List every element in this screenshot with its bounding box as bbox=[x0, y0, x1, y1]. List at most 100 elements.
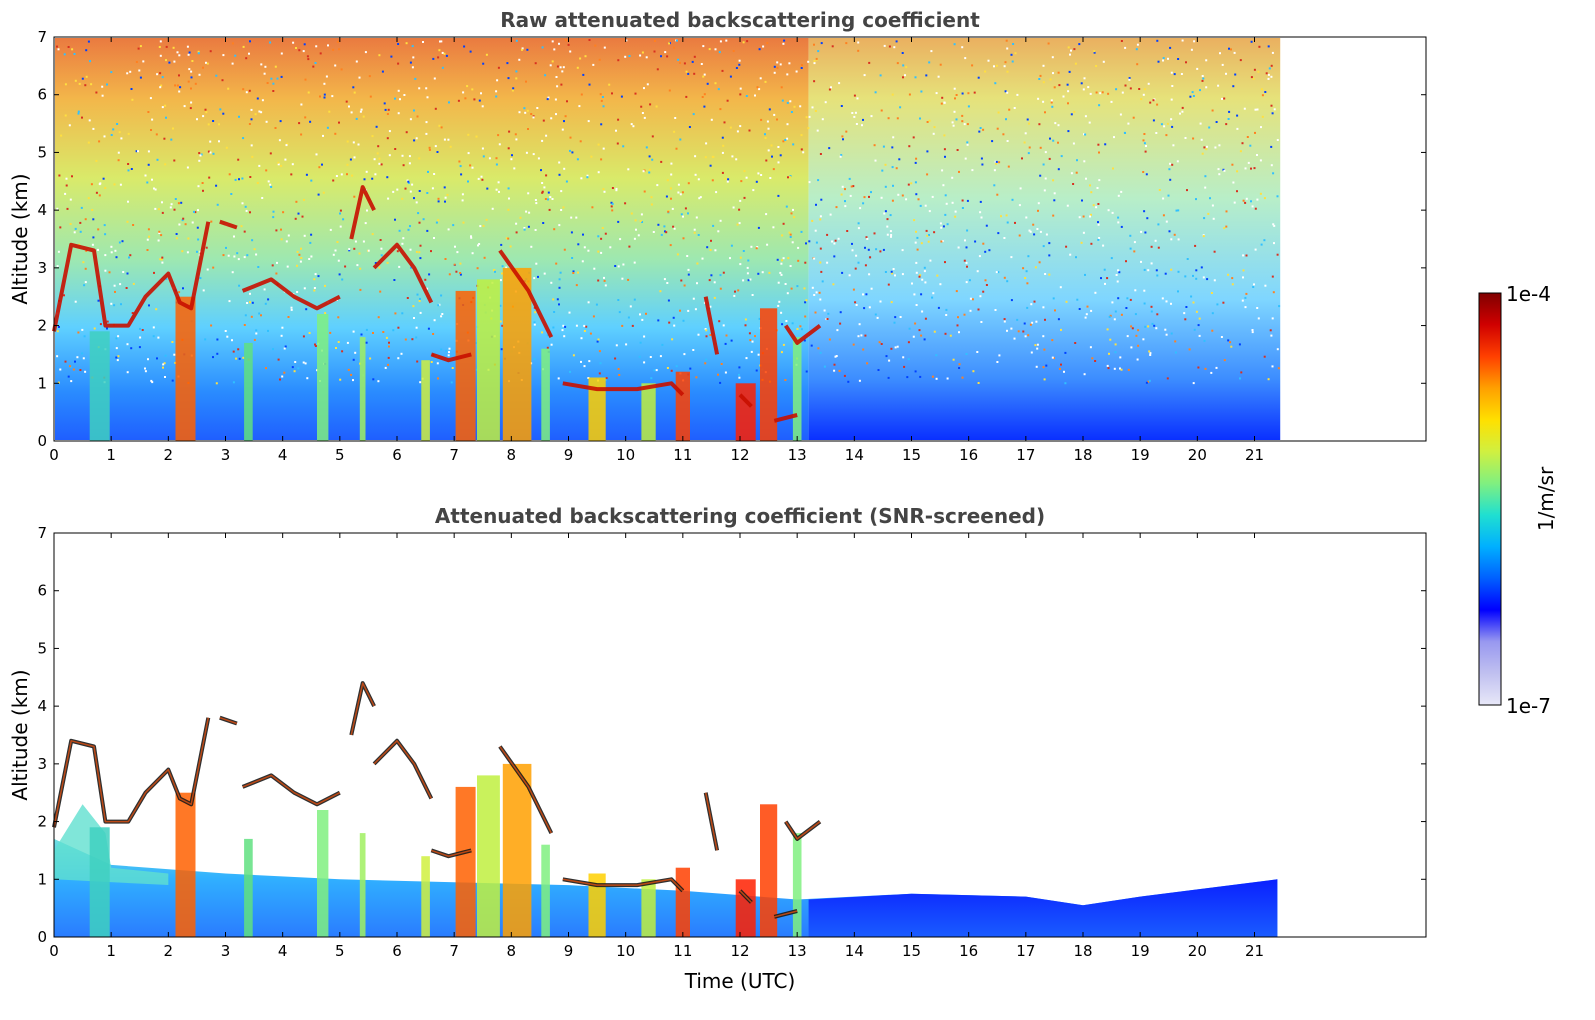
noise-speckle bbox=[501, 265, 504, 268]
noise-speckle bbox=[591, 206, 594, 209]
noise-speckle bbox=[1048, 157, 1051, 160]
noise-speckle bbox=[402, 237, 405, 240]
x-tick-label: 7 bbox=[449, 446, 459, 464]
heatmap-raw bbox=[52, 38, 1281, 441]
noise-speckle bbox=[866, 362, 869, 365]
noise-speckle bbox=[645, 312, 647, 315]
noise-speckle bbox=[976, 270, 979, 273]
noise-speckle bbox=[793, 105, 796, 108]
noise-speckle bbox=[927, 240, 930, 243]
noise-speckle bbox=[1216, 303, 1219, 306]
noise-speckle bbox=[773, 71, 776, 74]
noise-speckle bbox=[954, 97, 956, 100]
noise-speckle bbox=[953, 87, 956, 90]
noise-speckle bbox=[523, 228, 526, 231]
noise-speckle bbox=[84, 84, 87, 87]
noise-speckle bbox=[1003, 320, 1006, 323]
noise-speckle bbox=[74, 79, 77, 82]
noise-speckle bbox=[1140, 98, 1143, 101]
noise-speckle bbox=[1004, 90, 1007, 93]
noise-speckle bbox=[181, 250, 184, 253]
noise-speckle bbox=[1074, 62, 1077, 65]
x-tick-label: 8 bbox=[507, 942, 517, 960]
noise-speckle bbox=[290, 308, 293, 311]
noise-speckle bbox=[186, 45, 189, 48]
noise-speckle bbox=[1006, 221, 1009, 224]
noise-speckle bbox=[759, 77, 762, 80]
noise-speckle bbox=[706, 246, 709, 249]
noise-speckle bbox=[984, 70, 987, 73]
noise-speckle bbox=[725, 334, 728, 337]
noise-speckle bbox=[164, 354, 167, 357]
noise-speckle bbox=[926, 150, 929, 153]
y-tick-label: 5 bbox=[37, 143, 47, 161]
noise-speckle bbox=[943, 134, 946, 137]
noise-speckle bbox=[693, 72, 696, 75]
noise-speckle bbox=[923, 338, 926, 341]
noise-speckle bbox=[257, 266, 260, 268]
noise-speckle bbox=[569, 370, 571, 373]
noise-speckle bbox=[91, 209, 94, 211]
noise-speckle bbox=[820, 198, 823, 201]
noise-speckle bbox=[851, 249, 854, 252]
noise-speckle bbox=[418, 251, 421, 254]
noise-speckle bbox=[1006, 329, 1008, 332]
noise-speckle bbox=[583, 246, 586, 249]
noise-speckle bbox=[198, 73, 201, 76]
noise-speckle bbox=[1003, 318, 1006, 321]
noise-speckle bbox=[518, 111, 521, 114]
noise-speckle bbox=[1037, 209, 1039, 212]
noise-speckle bbox=[295, 200, 298, 203]
noise-speckle bbox=[926, 234, 929, 237]
noise-speckle bbox=[250, 108, 253, 111]
x-tick-label: 16 bbox=[959, 446, 978, 464]
noise-speckle bbox=[205, 246, 208, 249]
noise-speckle bbox=[666, 282, 669, 284]
noise-speckle bbox=[507, 147, 510, 150]
noise-speckle bbox=[1221, 97, 1223, 100]
noise-speckle bbox=[709, 334, 712, 336]
noise-speckle bbox=[354, 351, 357, 354]
precip-streak bbox=[675, 371, 690, 441]
noise-speckle bbox=[258, 164, 261, 167]
noise-speckle bbox=[977, 76, 980, 79]
noise-speckle bbox=[154, 188, 157, 191]
noise-speckle bbox=[471, 88, 474, 91]
noise-speckle bbox=[233, 235, 235, 238]
noise-speckle bbox=[721, 69, 724, 72]
noise-speckle bbox=[653, 50, 656, 53]
noise-speckle bbox=[982, 290, 985, 293]
noise-speckle bbox=[896, 117, 899, 120]
noise-speckle bbox=[459, 262, 462, 265]
noise-speckle bbox=[718, 51, 721, 54]
noise-speckle bbox=[757, 353, 760, 356]
noise-speckle bbox=[972, 370, 975, 373]
noise-speckle bbox=[280, 228, 282, 231]
noise-speckle bbox=[365, 341, 368, 344]
noise-speckle bbox=[1130, 346, 1133, 349]
noise-speckle bbox=[1098, 104, 1101, 107]
noise-speckle bbox=[1271, 317, 1274, 320]
colorbar-max-label: 1e-4 bbox=[1506, 282, 1551, 306]
noise-speckle bbox=[97, 248, 99, 251]
noise-speckle bbox=[238, 284, 241, 287]
noise-speckle bbox=[687, 72, 690, 75]
noise-speckle bbox=[255, 332, 258, 335]
noise-speckle bbox=[413, 139, 416, 142]
noise-speckle bbox=[69, 198, 72, 201]
noise-speckle bbox=[1250, 167, 1252, 170]
noise-speckle bbox=[738, 63, 741, 66]
noise-speckle bbox=[730, 339, 733, 342]
noise-speckle bbox=[104, 233, 107, 236]
noise-speckle bbox=[754, 94, 756, 97]
noise-speckle bbox=[693, 55, 696, 58]
noise-speckle bbox=[368, 75, 371, 78]
noise-speckle bbox=[1078, 308, 1081, 310]
noise-speckle bbox=[1042, 100, 1045, 103]
noise-speckle bbox=[375, 125, 378, 128]
noise-speckle bbox=[928, 234, 930, 236]
noise-speckle bbox=[525, 80, 527, 83]
noise-speckle bbox=[1133, 250, 1136, 253]
noise-speckle bbox=[738, 366, 741, 369]
noise-speckle bbox=[704, 156, 707, 159]
